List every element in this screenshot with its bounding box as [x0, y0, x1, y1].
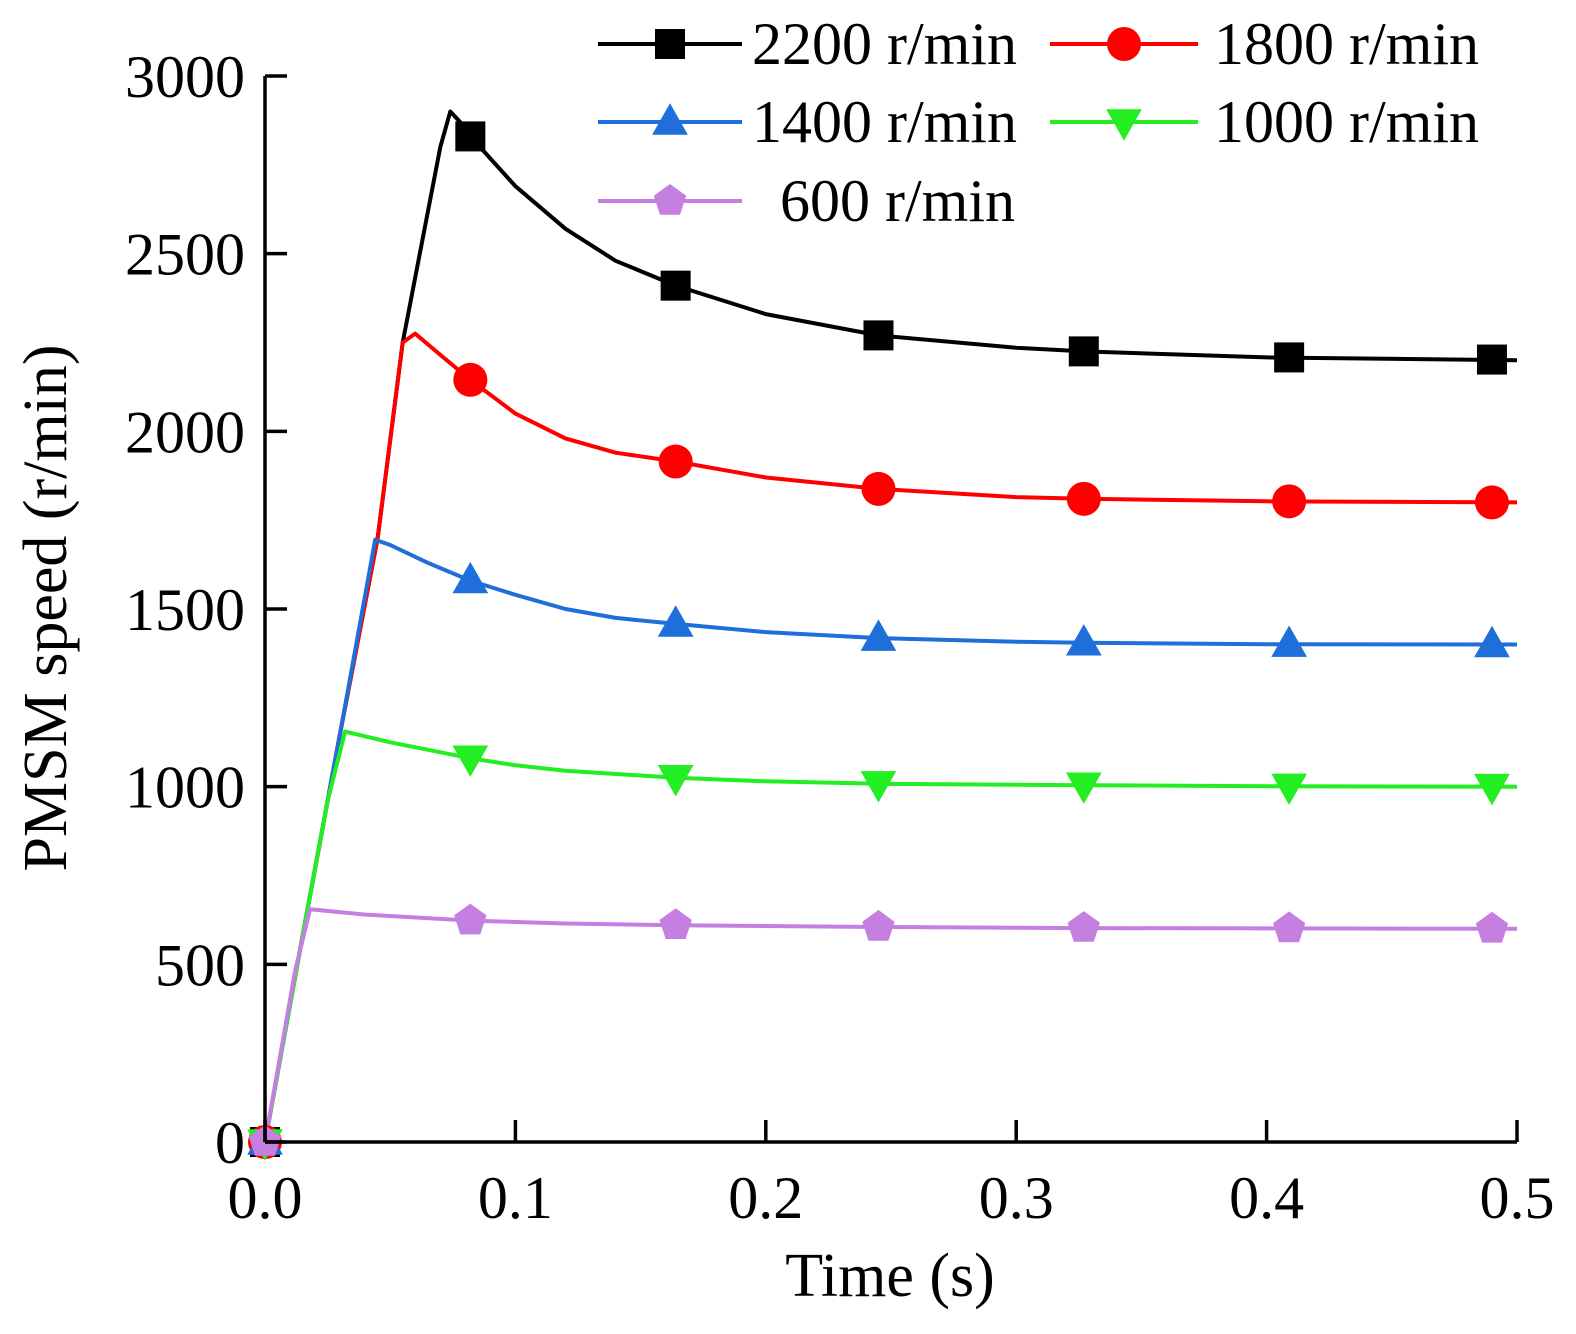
marker-1800-r-min-6: [1474, 485, 1509, 520]
series-line-600-r-min: [263, 907, 1518, 1143]
x-tick-label-5: 0.5: [1480, 1165, 1555, 1231]
legend-marker-1400-r-min: [652, 103, 688, 135]
marker-1000-r-min-3: [860, 771, 897, 803]
x-tick-label-4: 0.4: [1229, 1165, 1304, 1231]
marker-2200-r-min-2: [660, 270, 691, 301]
marker-1400-r-min-1: [452, 561, 489, 594]
marker-1000-r-min-5: [1271, 773, 1307, 805]
marker-2200-r-min-5: [1274, 342, 1305, 373]
x-tick-label-1: 0.1: [478, 1165, 553, 1231]
y-tick-label-0: 0: [215, 1110, 245, 1176]
x-tick-label-2: 0.2: [728, 1165, 803, 1231]
y-tick-label-1: 500: [155, 932, 245, 998]
marker-1800-r-min-4: [1066, 481, 1101, 516]
x-tick-label-3: 0.3: [979, 1165, 1054, 1231]
marker-600-r-min-5: [1273, 911, 1306, 943]
y-tick-label-5: 2500: [125, 222, 245, 288]
marker-2200-r-min-4: [1068, 336, 1099, 367]
marker-1400-r-min-2: [657, 605, 694, 637]
marker-1800-r-min-1: [453, 362, 488, 397]
x-axis-title: Time (s): [785, 1242, 995, 1310]
marker-2200-r-min-6: [1476, 344, 1507, 375]
marker-1800-r-min-2: [658, 444, 693, 479]
legend-label-1000-r-min: 1000 r/min: [1214, 89, 1479, 155]
marker-1800-r-min-3: [861, 471, 896, 506]
legend-label-2200-r-min: 2200 r/min: [752, 11, 1017, 77]
marker-2200-r-min-1: [455, 121, 486, 152]
series-line-2200-r-min: [263, 109, 1518, 1143]
marker-600-r-min-3: [862, 910, 895, 941]
series-line-1000-r-min: [263, 729, 1518, 1143]
axes: 0.0 0.1 0.2 0.3 0.4 0.5 0 500 1000 1500 2000 2500 30…: [125, 44, 1555, 1231]
legend-marker-1800-r-min: [1107, 27, 1141, 61]
marker-1000-r-min-1: [452, 745, 489, 777]
series-line-1400-r-min: [263, 537, 1518, 1143]
y-axis-title: PMSM speed (r/min): [12, 345, 80, 872]
legend-label-600-r-min: 600 r/min: [780, 168, 1015, 234]
marker-600-r-min-2: [659, 908, 692, 939]
plot-markers: [247, 121, 1510, 1161]
plot-lines: [263, 109, 1518, 1143]
y-tick-label-2: 1000: [125, 755, 245, 821]
x-tick-label-0: 0.0: [228, 1165, 303, 1231]
marker-1000-r-min-6: [1474, 773, 1510, 806]
legend: 2200 r/min 1800 r/min 1400 r/min 1000 r/min…: [598, 11, 1479, 234]
legend-marker-1000-r-min: [1106, 109, 1142, 141]
marker-600-r-min-4: [1067, 911, 1100, 942]
legend-label-1400-r-min: 1400 r/min: [752, 89, 1017, 155]
marker-600-r-min-6: [1475, 911, 1509, 943]
marker-1000-r-min-4: [1066, 772, 1102, 804]
legend-label-1800-r-min: 1800 r/min: [1214, 11, 1479, 77]
marker-1000-r-min-2: [657, 765, 694, 797]
marker-1400-r-min-3: [860, 619, 897, 651]
legend-marker-2200-r-min: [655, 29, 685, 59]
marker-1400-r-min-4: [1066, 624, 1102, 656]
marker-600-r-min-1: [454, 903, 487, 935]
legend-marker-600-r-min: [653, 184, 687, 215]
y-tick-label-4: 2000: [125, 399, 245, 465]
y-tick-label-6: 3000: [125, 44, 245, 110]
series-line-1800-r-min: [263, 331, 1518, 1143]
y-tick-label-3: 1500: [125, 577, 245, 643]
marker-1800-r-min-5: [1272, 484, 1307, 519]
marker-2200-r-min-3: [863, 320, 894, 351]
marker-1400-r-min-6: [1474, 625, 1510, 658]
marker-1400-r-min-5: [1271, 625, 1307, 657]
